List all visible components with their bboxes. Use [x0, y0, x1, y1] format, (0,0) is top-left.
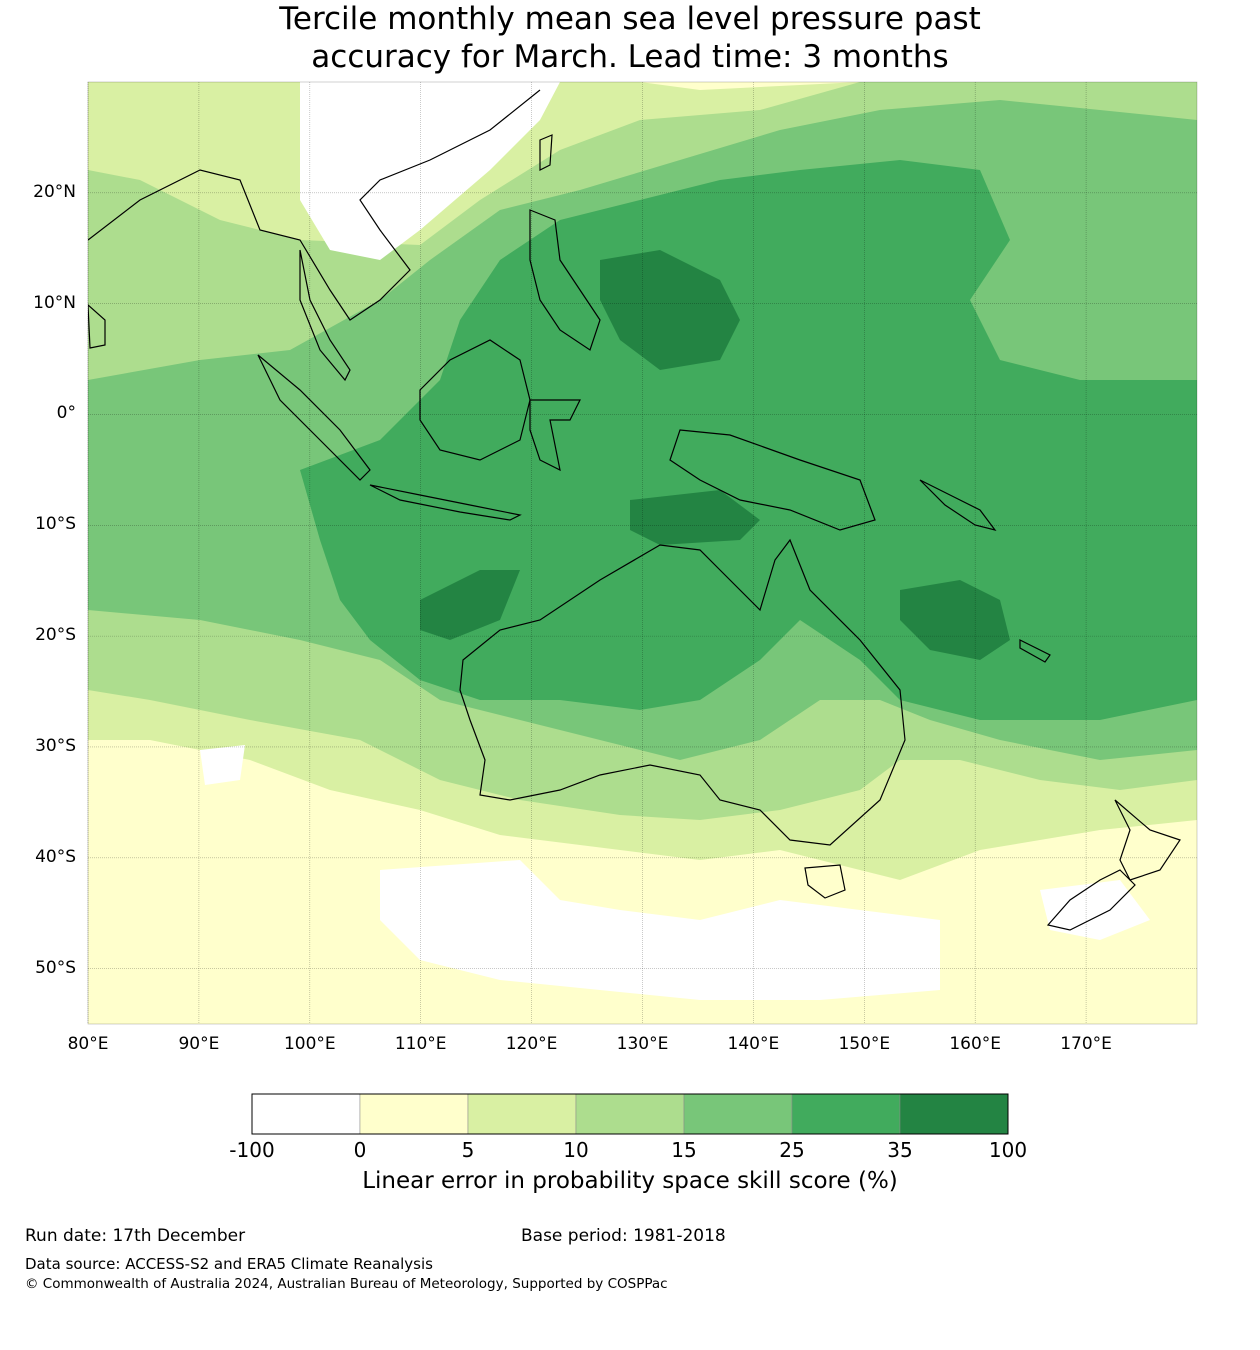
colorbar-tick-label: 15 [671, 1138, 697, 1162]
coast-philippines [529, 209, 601, 351]
colorbar-tick-label: 5 [461, 1138, 475, 1162]
data-source: Data source: ACCESS-S2 and ERA5 Climate … [25, 1255, 433, 1273]
lat-tick-label: 20°N [33, 181, 76, 202]
band-35-100-central [630, 490, 760, 545]
band-35-100-coral-sea [900, 580, 1010, 660]
coast-new-caledonia [1019, 639, 1051, 663]
lon-tick-label: 130°E [616, 1034, 669, 1054]
colorbar-tick-label: 100 [988, 1138, 1028, 1162]
lon-tick-label: 110°E [394, 1034, 447, 1054]
band-35-100-north [600, 250, 740, 370]
lon-tick-label: 90°E [178, 1034, 220, 1054]
colorbar-swatch [791, 1093, 901, 1135]
coast-new-zealand-north [1114, 799, 1181, 881]
lat-tick-label: 10°S [35, 514, 76, 535]
colorbar-swatch [467, 1093, 577, 1135]
lon-tick-label: 150°E [838, 1034, 891, 1054]
lat-tick-label: 10°N [33, 292, 76, 313]
lon-tick-label: 120°E [505, 1034, 558, 1054]
colorbar-title: Linear error in probability space skill … [362, 1168, 898, 1194]
run-date: Run date: 17th December [25, 1226, 246, 1246]
colorbar-tick-label: 10 [563, 1138, 589, 1162]
lat-tick-label: 20°S [35, 625, 76, 646]
lon-tick-label: 160°E [949, 1034, 1002, 1054]
coast-java [369, 484, 522, 521]
band-35-100-west [420, 570, 520, 640]
colorbar-swatch [899, 1093, 1009, 1135]
coast-sri-lanka [88, 304, 106, 349]
colorbar-swatch [575, 1093, 685, 1135]
skill-map [87, 81, 1198, 1025]
band-25-35 [300, 160, 1197, 720]
colorbar-tick-label: 0 [353, 1138, 367, 1162]
coast-taiwan [539, 134, 553, 171]
base-period: Base period: 1981-2018 [521, 1226, 726, 1246]
map-frame [87, 81, 1198, 1025]
coast-new-zealand-south [1046, 869, 1136, 931]
title-line-1: Tercile monthly mean sea level pressure … [279, 1, 981, 37]
colorbar [251, 1093, 1009, 1135]
lat-tick-label: 30°S [35, 735, 76, 756]
coast-new-guinea [669, 429, 876, 531]
colorbar-tick-label: 25 [779, 1138, 805, 1162]
coast-tasmania [804, 864, 846, 899]
band-neg-southern-ocean-1 [380, 860, 940, 1000]
lon-tick-label: 140°E [727, 1034, 780, 1054]
band-neg-west [200, 745, 245, 785]
coast-solomons [919, 479, 997, 531]
lat-tick-label: 40°S [35, 846, 76, 867]
copyright: © Commonwealth of Australia 2024, Austra… [25, 1276, 668, 1292]
coast-australia [459, 538, 906, 846]
lat-tick-label: 50°S [35, 957, 76, 978]
coast-borneo [419, 339, 531, 461]
gridlines [87, 82, 1197, 1024]
colorbar-tick-label: -100 [229, 1138, 275, 1162]
colorbar-swatch [251, 1093, 361, 1135]
coast-malay-peninsula [299, 249, 351, 382]
map-title: Tercile monthly mean sea level pressure … [0, 0, 1260, 76]
colorbar-swatch [683, 1093, 793, 1135]
band-neg-nz [1040, 880, 1150, 940]
coastlines [88, 89, 1181, 931]
lon-tick-label: 170°E [1060, 1034, 1112, 1054]
lon-tick-label: 80°E [67, 1034, 109, 1054]
colorbar-tick-label: 35 [887, 1138, 913, 1162]
coast-sulawesi [529, 399, 581, 472]
lon-tick-label: 100°E [283, 1034, 336, 1054]
coast-sumatra [257, 354, 371, 481]
lat-tick-label: 0° [56, 403, 76, 424]
colorbar-swatch [359, 1093, 469, 1135]
coast-mainland-asia [88, 89, 541, 321]
title-line-2: accuracy for March. Lead time: 3 months [311, 39, 949, 75]
